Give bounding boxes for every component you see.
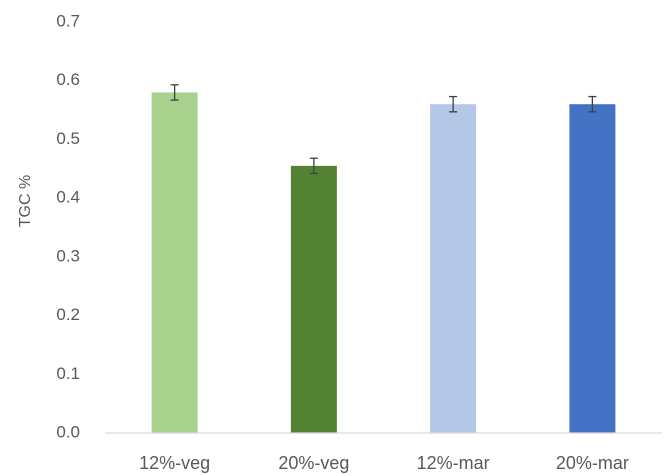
y-tick-label: 0.2 (56, 305, 80, 324)
error-bar (449, 95, 458, 113)
bar-12%-veg (151, 92, 198, 433)
y-tick-label: 0.3 (56, 246, 80, 265)
x-tick-label: 12%-mar (417, 453, 490, 473)
error-bar (588, 95, 597, 113)
error-bars (170, 84, 597, 175)
y-tick-label: 0.6 (56, 70, 80, 89)
bar-20%-mar (569, 104, 616, 433)
x-tick-label: 20%-mar (556, 453, 629, 473)
y-tick-label: 0.4 (56, 188, 80, 207)
x-tick-label: 20%-veg (278, 453, 349, 473)
error-bar (309, 157, 318, 175)
y-tick-label: 0.7 (56, 11, 80, 30)
y-tick-label: 0.5 (56, 129, 80, 148)
error-bar (170, 84, 179, 101)
x-axis-labels: 12%-veg 20%-veg 12%-mar 20%-mar (139, 453, 629, 473)
y-axis-title: TGC % (17, 175, 34, 227)
bar-20%-veg (290, 165, 337, 433)
bar-12%-mar (430, 104, 477, 433)
bars (151, 92, 616, 433)
y-tick-label: 0.1 (56, 364, 80, 383)
y-axis-ticks: 0.0 0.1 0.2 0.3 0.4 0.5 0.6 0.7 (56, 11, 80, 441)
x-tick-label: 12%-veg (139, 453, 210, 473)
y-tick-label: 0.0 (56, 422, 80, 441)
